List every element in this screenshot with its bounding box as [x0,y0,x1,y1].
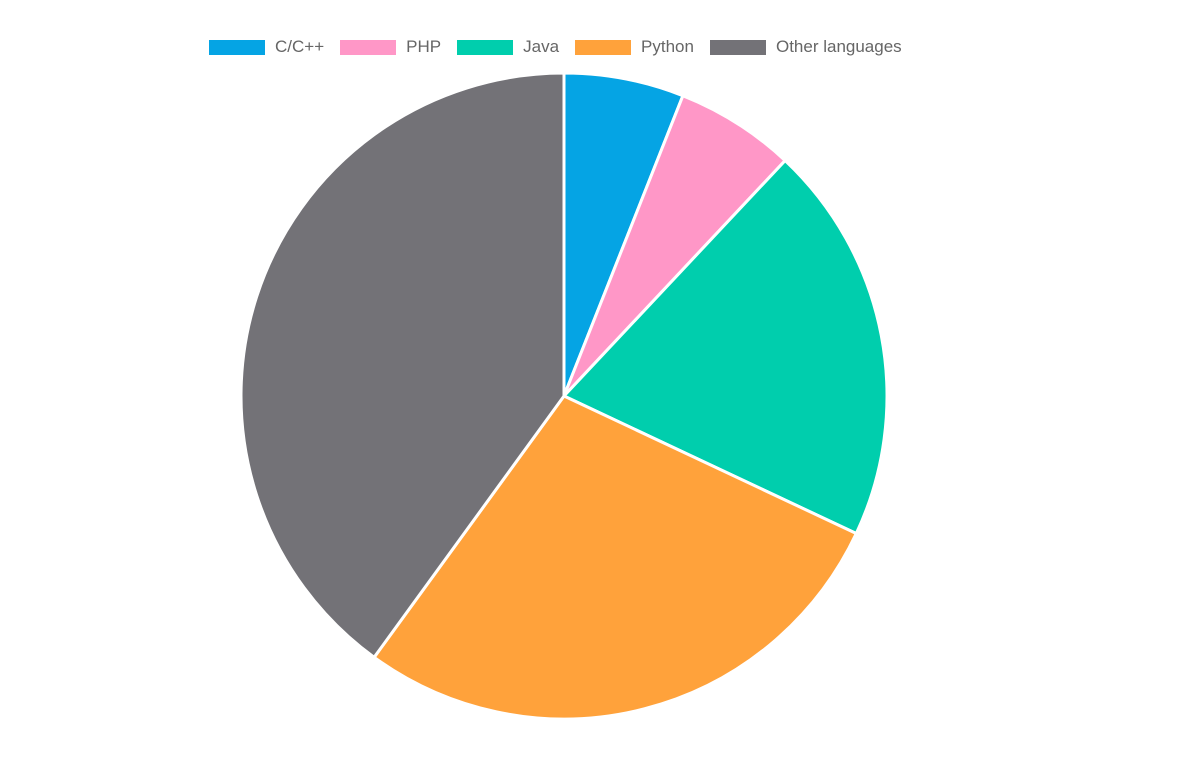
legend-swatch [575,39,632,55]
legend-label: C/C++ [275,37,325,56]
legend-item[interactable]: PHP [340,37,441,57]
legend-label: Python [641,37,694,56]
legend-swatch [340,39,397,55]
legend-item[interactable]: Java [457,37,559,57]
legend-item[interactable]: Other languages [709,37,902,57]
pie-slice[interactable] [562,159,889,536]
legend-label: Java [523,37,560,56]
pie-slice[interactable] [372,394,858,721]
pie-slice[interactable] [239,71,566,659]
legend-label: Other languages [775,37,902,56]
pie-slice[interactable] [562,94,787,398]
legend-swatch [709,39,766,55]
legend-item[interactable]: C/C++ [209,37,324,57]
legend-swatch [457,39,514,55]
pie-slice[interactable] [562,71,685,398]
legend-item[interactable]: Python [575,37,694,57]
legend-swatch [209,39,265,55]
legend-label: PHP [406,37,442,56]
legend: C/C++ PHP Java Python Other languages [209,36,918,58]
